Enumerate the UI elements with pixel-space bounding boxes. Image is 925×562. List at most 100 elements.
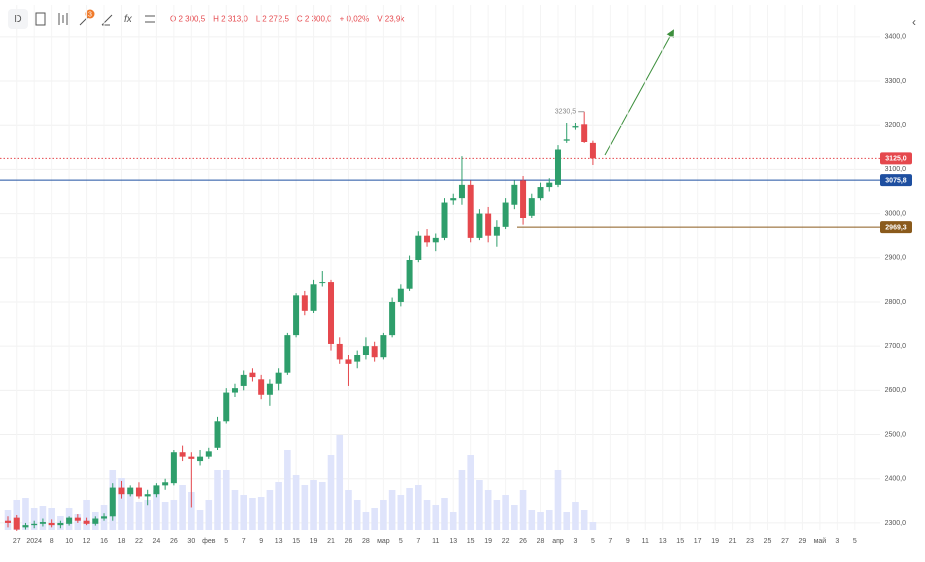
volume-bar: [572, 502, 579, 530]
candle-body: [415, 235, 422, 260]
interval-button[interactable]: [8, 9, 28, 29]
x-tick-label: 3: [835, 538, 839, 545]
x-tick-label: 7: [608, 538, 612, 545]
candles-icon[interactable]: [58, 13, 68, 25]
volume-bar: [362, 512, 370, 530]
candle-body: [170, 452, 177, 484]
compare-icon[interactable]: [35, 12, 46, 26]
volume-bar: [39, 506, 47, 530]
x-tick-label: 26: [170, 538, 178, 545]
x-tick-label: 27: [13, 538, 21, 545]
y-tick-label: 3400,0: [885, 34, 907, 41]
volume-bar: [205, 500, 213, 530]
x-tick-label: 19: [484, 538, 492, 545]
volume-bar: [327, 455, 335, 530]
candle-body: [345, 359, 352, 364]
x-tick-label: 11: [642, 538, 649, 545]
x-tick-label: 13: [449, 538, 457, 545]
volume-bar: [415, 485, 422, 530]
y-tick-label: 3200,0: [885, 122, 907, 129]
x-tick-label: 24: [153, 538, 161, 545]
ohlc-value: C 2 300,0: [297, 15, 332, 24]
lines-icon[interactable]: [101, 14, 113, 26]
x-tick-label: 21: [327, 538, 335, 545]
candle-body: [328, 282, 335, 344]
volume-bar: [144, 500, 151, 530]
candle-body: [319, 282, 326, 284]
settings-icon[interactable]: [145, 15, 155, 23]
volume-bar: [380, 500, 387, 530]
price-tag-label: 3075,8: [885, 177, 907, 184]
candle-body: [389, 301, 396, 336]
candle-body: [458, 184, 465, 199]
candle-body: [450, 198, 457, 201]
volume-bar: [30, 508, 38, 530]
candle-body: [13, 517, 20, 530]
collapse[interactable]: ‹: [912, 15, 916, 29]
volume-bar: [353, 500, 361, 530]
candle-body: [397, 288, 404, 302]
candle-body: [135, 487, 142, 497]
candle-body: [467, 184, 474, 238]
candle-body: [362, 346, 369, 355]
candle-body: [406, 259, 413, 289]
y-tick-label: 2700,0: [885, 343, 907, 350]
x-tick-label: 9: [626, 538, 630, 545]
volume-bar: [511, 505, 518, 530]
candle-body: [502, 202, 509, 227]
candle-body: [554, 149, 561, 185]
price-tag-label: 3125,0: [885, 156, 907, 163]
candle-body: [162, 482, 169, 486]
candle-body: [223, 392, 230, 422]
candle-body: [205, 451, 212, 457]
indicators-icon[interactable]: fx: [124, 14, 133, 25]
candle-body: [275, 372, 282, 384]
x-tick-label: 5: [224, 538, 228, 545]
price-tag: [880, 174, 912, 187]
volume-bar: [135, 502, 143, 530]
y-tick-label: 2300,0: [885, 520, 907, 527]
y-tick-label: 3300,0: [885, 78, 907, 85]
x-tick-label: 30: [187, 538, 195, 545]
volume-bar: [484, 490, 492, 530]
volume-bar: [249, 498, 256, 530]
volume-bar: [153, 490, 160, 530]
volume-bar: [284, 450, 291, 530]
volume-bar: [318, 482, 326, 530]
candle-body: [92, 518, 99, 524]
volume-bar: [83, 500, 90, 530]
volume-bar: [423, 500, 431, 530]
candle-body: [57, 522, 64, 526]
volume-bar: [449, 512, 457, 530]
y-tick-label: 3000,0: [885, 210, 907, 217]
volume-bar: [476, 480, 483, 530]
x-tick-label: 10: [65, 538, 73, 545]
x-tick-label: 21: [729, 538, 737, 545]
x-tick-label: 19: [711, 538, 719, 545]
y-tick-label: 2500,0: [885, 431, 907, 438]
candle-body: [546, 182, 553, 188]
ohlc-value: L 2 272,5: [256, 15, 290, 24]
candle-body: [563, 139, 570, 141]
candle-body: [424, 235, 431, 243]
volume-bar: [493, 500, 501, 530]
candle-body: [380, 335, 387, 358]
candle-body: [66, 517, 73, 524]
x-tick-label: 22: [135, 538, 143, 545]
badge: [85, 9, 95, 19]
x-tick-label: 28: [537, 538, 545, 545]
x-tick-label: 27: [781, 538, 789, 545]
volume-bar: [126, 490, 134, 530]
ohlc-value: O 2 300,5: [170, 15, 206, 24]
volume-bar: [371, 508, 378, 530]
volume-bar: [406, 488, 413, 530]
volume-bar: [336, 435, 344, 530]
x-tick-label: 11: [432, 538, 439, 545]
candle-body: [537, 187, 544, 199]
x-tick-label: 17: [694, 538, 702, 545]
volume-bar: [554, 470, 562, 530]
candle-body: [179, 452, 186, 457]
volume-bar: [214, 470, 221, 530]
x-tick-label: 18: [118, 538, 126, 545]
